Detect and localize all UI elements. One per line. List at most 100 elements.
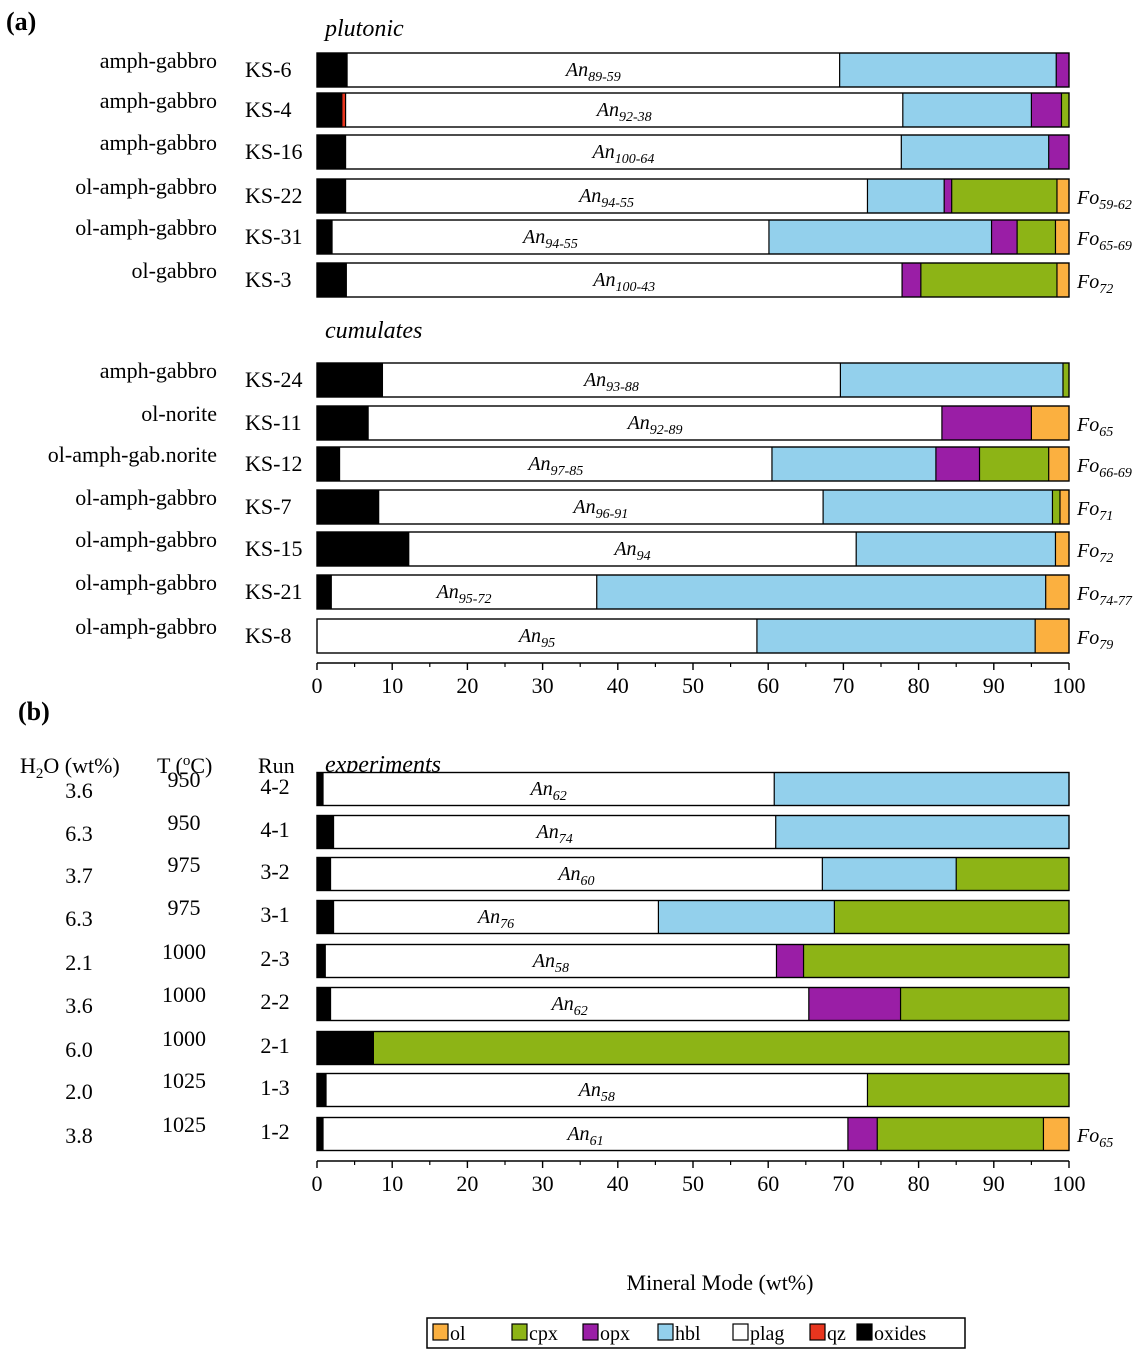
bar-segment-hbl [768,220,992,254]
run-id: 2-1 [260,1033,289,1058]
bar-segment-ol [1043,1117,1069,1151]
rock-name: ol-norite [141,401,217,426]
sample-id: KS-11 [245,410,302,435]
h2o-value: 3.6 [65,778,93,803]
bar-segment-ol [1056,263,1069,297]
bar-segment-plag [378,490,824,524]
bar-segment-ol [1035,619,1069,653]
fo-label: Fo74-77 [1076,583,1133,609]
fo-label: Fo65-69 [1076,228,1132,254]
header-h2o: H2O (wt%) [20,753,120,782]
legend-label-hbl: hbl [675,1323,701,1345]
run-id: 1-3 [260,1075,289,1100]
x-tick-label: 100 [1053,673,1086,698]
bar-segment-cpx [1017,220,1056,254]
bar-segment-oxides [317,263,347,297]
legend-swatch-oxides [856,1323,873,1341]
bar-segment-cpx [1052,490,1060,524]
an-label: An100-64 [590,141,654,167]
bar-segment-hbl [902,93,1032,127]
bar-segment-opx [935,447,980,481]
rock-name: amph-gabbro [100,88,217,113]
rock-name: amph-gabbro [100,358,217,383]
bar-segment-oxides [317,575,332,609]
bar-segment-oxides [317,53,348,87]
axes-layer: 0 10 20 30 40 50 60 70 80 90 100 0 10 20 30 40 50 60 70 80 9… [312,662,1086,1196]
bar-segment-hbl [596,575,1046,609]
bar-outline [316,1072,1070,1108]
an-label: An60 [556,863,594,889]
bar-segment-opx [902,263,921,297]
run-id: 2-3 [260,946,289,971]
temperature-value: 950 [168,767,201,792]
rock-name: ol-amph-gabbro [75,570,217,595]
an-label: An92-89 [626,412,683,438]
an-label: An97-85 [526,453,583,479]
x-tick-label: 20 [456,1171,478,1196]
panel-b-label: (b) [18,697,50,726]
bar-segment-plag [345,93,903,127]
bar-segment-plag [408,532,857,566]
sample-id: KS-3 [245,267,291,292]
bar-segment-hbl [756,619,1036,653]
bar-outline [316,531,1070,567]
bar-segment-opx [847,1117,878,1151]
x-tick-label: 90 [983,1171,1005,1196]
bar-segment-cpx [867,1073,1069,1107]
legend-swatch-hbl [657,1323,674,1341]
run-id: 3-2 [260,859,289,884]
h2o-value: 2.1 [65,950,93,975]
temperature-value: 1000 [162,1026,206,1051]
legend-swatch-cpx [511,1323,528,1341]
an-label: An94-55 [521,226,578,252]
bar-segment-cpx [956,857,1069,891]
x-tick-label: 0 [312,1171,323,1196]
bar-segment-oxides [317,1031,374,1065]
x-tick-label: 90 [983,673,1005,698]
sample-id: KS-24 [245,367,302,392]
bar-segment-oxides [317,532,409,566]
bar-segment-cpx [1061,93,1069,127]
bar-segment-cpx [1062,363,1069,397]
bar-segment-oxides [317,363,383,397]
fo-label: Fo65 [1076,414,1113,440]
bar-segment-opx [776,944,804,978]
bar-segment-oxides [317,93,342,127]
bar-segment-opx [1031,93,1062,127]
temperature-value: 975 [168,852,201,877]
an-label: An62 [550,993,588,1019]
bar-outline [316,446,1070,482]
h2o-value: 6.3 [65,906,93,931]
bar-segment-cpx [373,1031,1069,1065]
an-label: An93-88 [582,369,639,395]
bar-segment-oxides [317,490,379,524]
bar-segment-cpx [803,944,1069,978]
temperature-value: 975 [168,895,201,920]
sample-id: KS-6 [245,57,291,82]
bar-outline [316,362,1070,398]
rock-name: ol-amph-gabbro [75,485,217,510]
group-label-cumulates: cumulates [325,318,422,344]
bar-segment-hbl [774,772,1069,806]
legend: ol cpx opx hbl plag qz oxides [426,1317,966,1349]
x-tick-label: 40 [607,1171,629,1196]
bar-segment-plag [368,406,942,440]
bar-segment-plag [323,1117,848,1151]
bar-segment-opx [1056,53,1069,87]
h2o-value: 2.0 [65,1079,93,1104]
sample-id: KS-12 [245,451,302,476]
bar-segment-opx [1048,135,1069,169]
x-tick-label: 70 [832,673,854,698]
h2o-value: 3.7 [65,863,93,888]
rock-name: ol-amph-gabbro [75,215,217,240]
sample-id: KS-7 [245,494,291,519]
an-label: An74 [535,821,573,847]
sample-id: KS-22 [245,183,302,208]
fo-label: Fo71 [1076,498,1113,524]
run-id: 4-1 [260,817,289,842]
legend-label-plag: plag [750,1323,784,1345]
legend-swatch-opx [582,1323,599,1341]
bar-segment-ol [1031,406,1069,440]
bar-segment-oxides [317,135,346,169]
x-tick-label: 20 [456,673,478,698]
